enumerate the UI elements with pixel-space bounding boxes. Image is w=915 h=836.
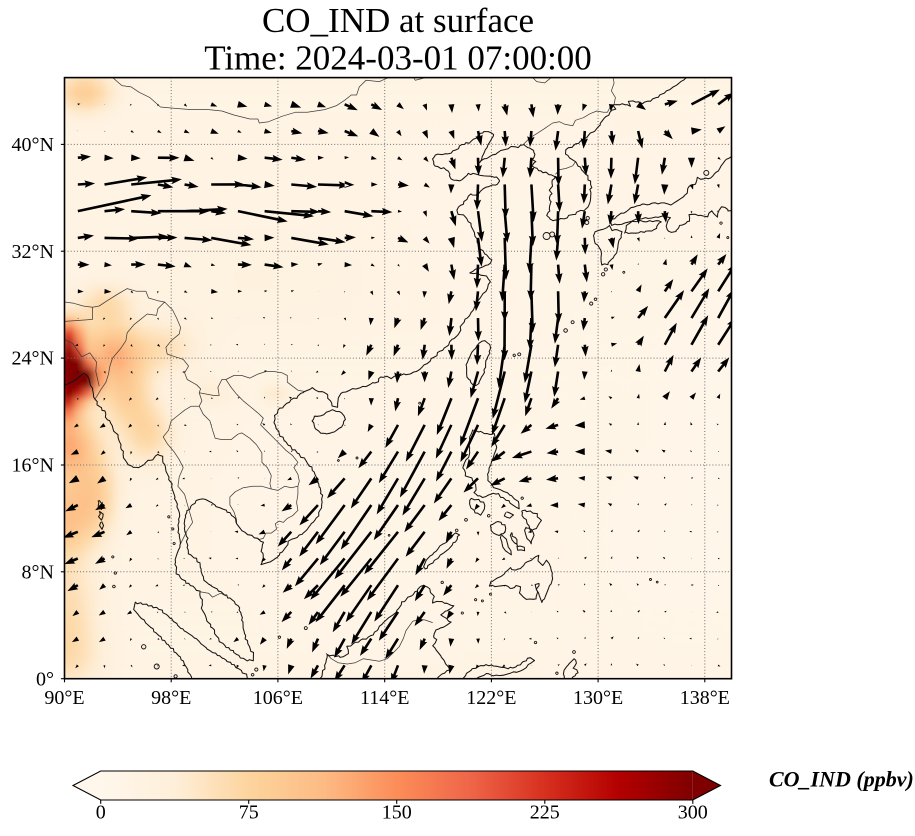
svg-text:122°E: 122°E [466, 687, 516, 709]
svg-text:16°N: 16°N [12, 455, 54, 477]
svg-text:CO_IND at surface: CO_IND at surface [262, 1, 534, 40]
svg-text:90°E: 90°E [44, 687, 84, 709]
svg-text:225: 225 [530, 801, 560, 823]
svg-text:130°E: 130°E [573, 687, 623, 709]
svg-text:0°: 0° [36, 668, 54, 690]
svg-text:98°E: 98°E [151, 687, 191, 709]
svg-text:114°E: 114°E [360, 687, 409, 709]
svg-text:150: 150 [382, 801, 412, 823]
svg-text:8°N: 8°N [22, 561, 54, 583]
svg-text:300: 300 [678, 801, 708, 823]
svg-text:Time: 2024-03-01 07:00:00: Time: 2024-03-01 07:00:00 [204, 39, 592, 78]
svg-text:24°N: 24°N [12, 348, 54, 370]
svg-text:CO_IND (ppbv): CO_IND (ppbv) [769, 767, 914, 792]
svg-text:75: 75 [239, 801, 259, 823]
svg-text:0: 0 [96, 801, 106, 823]
svg-text:106°E: 106°E [253, 687, 303, 709]
svg-text:138°E: 138°E [680, 687, 730, 709]
svg-text:40°N: 40°N [12, 134, 54, 156]
svg-text:32°N: 32°N [12, 241, 54, 263]
